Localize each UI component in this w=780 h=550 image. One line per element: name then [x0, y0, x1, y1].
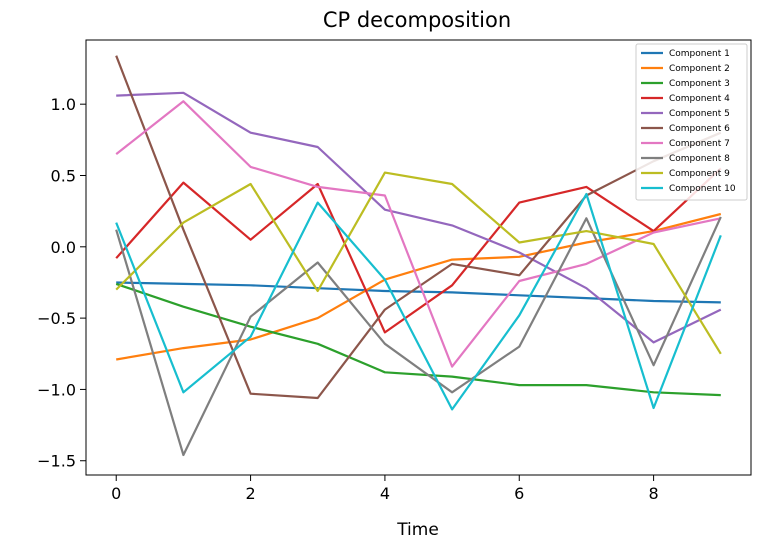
x-axis-ticks: 0 2 4 6 8	[111, 475, 659, 503]
x-tick-label: 4	[380, 484, 390, 503]
series-lines	[115, 55, 722, 457]
legend-entry-9: Component 9	[669, 169, 730, 179]
series-line-6	[115, 55, 722, 400]
y-tick-label: −1.5	[37, 452, 76, 471]
x-tick-label: 2	[245, 484, 255, 503]
legend-entry-8: Component 8	[669, 154, 730, 164]
series-line-4	[115, 167, 722, 334]
legend: Component 1 Component 2 Component 3 Compone…	[635, 43, 748, 201]
legend-entry-3: Component 3	[669, 79, 730, 89]
y-tick-label: 0.5	[51, 166, 76, 185]
y-tick-label: 1.0	[51, 95, 76, 114]
legend-entry-5: Component 5	[669, 109, 730, 119]
series-line-5	[116, 91, 722, 344]
legend-box	[635, 43, 748, 201]
x-tick-label: 0	[111, 484, 121, 503]
chart-title: CP decomposition	[323, 8, 511, 32]
plot-frame	[85, 39, 752, 476]
y-tick-label: −1.0	[37, 380, 76, 399]
legend-entry-1: Component 1	[669, 49, 730, 59]
legend-entry-6: Component 6	[669, 124, 730, 134]
y-tick-label: −0.5	[37, 309, 76, 328]
series-line-8	[115, 216, 722, 457]
legend-entry-2: Component 2	[669, 64, 730, 74]
series-line-10	[115, 192, 722, 411]
legend-entry-10: Component 10	[669, 184, 736, 194]
y-axis-ticks: −1.5 −1.0 −0.5 0.0 0.5 1.0	[37, 95, 86, 471]
series-line-3	[115, 282, 721, 397]
series-line-7	[115, 100, 722, 368]
x-tick-label: 8	[649, 484, 659, 503]
series-line-9	[115, 171, 722, 355]
legend-entry-7: Component 7	[669, 139, 730, 149]
x-axis-label: Time	[396, 520, 439, 540]
x-tick-label: 6	[514, 484, 524, 503]
y-tick-label: 0.0	[51, 238, 76, 257]
legend-entry-4: Component 4	[669, 94, 730, 104]
